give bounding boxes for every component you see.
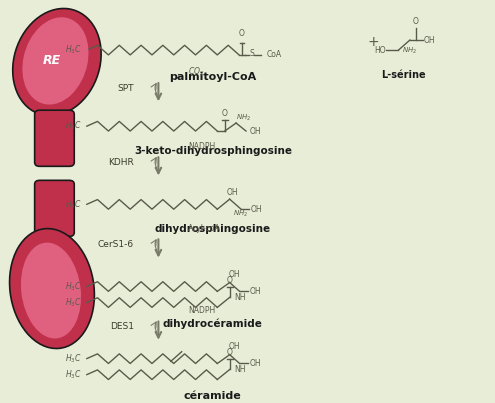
Text: $H_3C$: $H_3C$ [65,368,82,381]
Ellipse shape [13,8,101,116]
Text: NADPH: NADPH [188,306,215,315]
Text: $CO_2$: $CO_2$ [188,66,204,79]
Text: Acyl-coA: Acyl-coA [188,224,221,233]
FancyBboxPatch shape [35,180,74,237]
Text: dihydrosphingosine: dihydrosphingosine [155,224,271,235]
FancyBboxPatch shape [35,110,74,166]
Text: céramide: céramide [184,391,242,401]
Text: OH: OH [423,35,435,45]
Text: $H_3C$: $H_3C$ [65,44,82,56]
Text: O: O [413,17,419,26]
Text: OH: OH [228,270,240,279]
Text: O: O [227,276,233,285]
Text: HO: HO [375,46,386,54]
Text: OH: OH [249,287,261,296]
Text: OH: OH [249,359,261,368]
Text: +: + [368,35,380,49]
Text: $NH_2$: $NH_2$ [236,113,251,123]
Text: 3-keto-dihydrosphingosine: 3-keto-dihydrosphingosine [134,146,292,156]
Ellipse shape [22,17,89,104]
Text: KDHR: KDHR [108,158,134,167]
Text: OH: OH [226,188,238,197]
Text: $NH_2$: $NH_2$ [234,209,248,219]
Text: NH: NH [234,293,246,302]
Text: $H_3C$: $H_3C$ [65,198,82,211]
Text: NADPH: NADPH [188,142,215,151]
Text: S: S [249,49,254,58]
Text: $H_3C$: $H_3C$ [65,120,82,133]
Text: OH: OH [228,343,240,351]
Text: NH: NH [234,366,246,374]
Text: palmitoyl-CoA: palmitoyl-CoA [169,72,256,82]
Text: $H_3C$: $H_3C$ [65,280,82,293]
Text: SPT: SPT [117,84,134,93]
Text: O: O [227,348,233,357]
Text: CoA: CoA [266,50,282,59]
Text: OH: OH [249,127,261,135]
Text: $H_3C$: $H_3C$ [65,353,82,365]
Text: O: O [222,109,228,118]
Text: CerS1-6: CerS1-6 [98,240,134,249]
Text: $NH_2$: $NH_2$ [402,46,417,56]
Text: $H_3C$: $H_3C$ [65,296,82,309]
Text: DES1: DES1 [110,322,134,331]
Text: RE: RE [43,54,61,66]
Text: L-sérine: L-sérine [381,70,426,80]
Ellipse shape [9,229,95,349]
Text: O: O [239,29,245,38]
Text: dihydrocéramide: dihydrocéramide [163,319,263,329]
Ellipse shape [21,243,81,339]
Text: OH: OH [251,205,262,214]
